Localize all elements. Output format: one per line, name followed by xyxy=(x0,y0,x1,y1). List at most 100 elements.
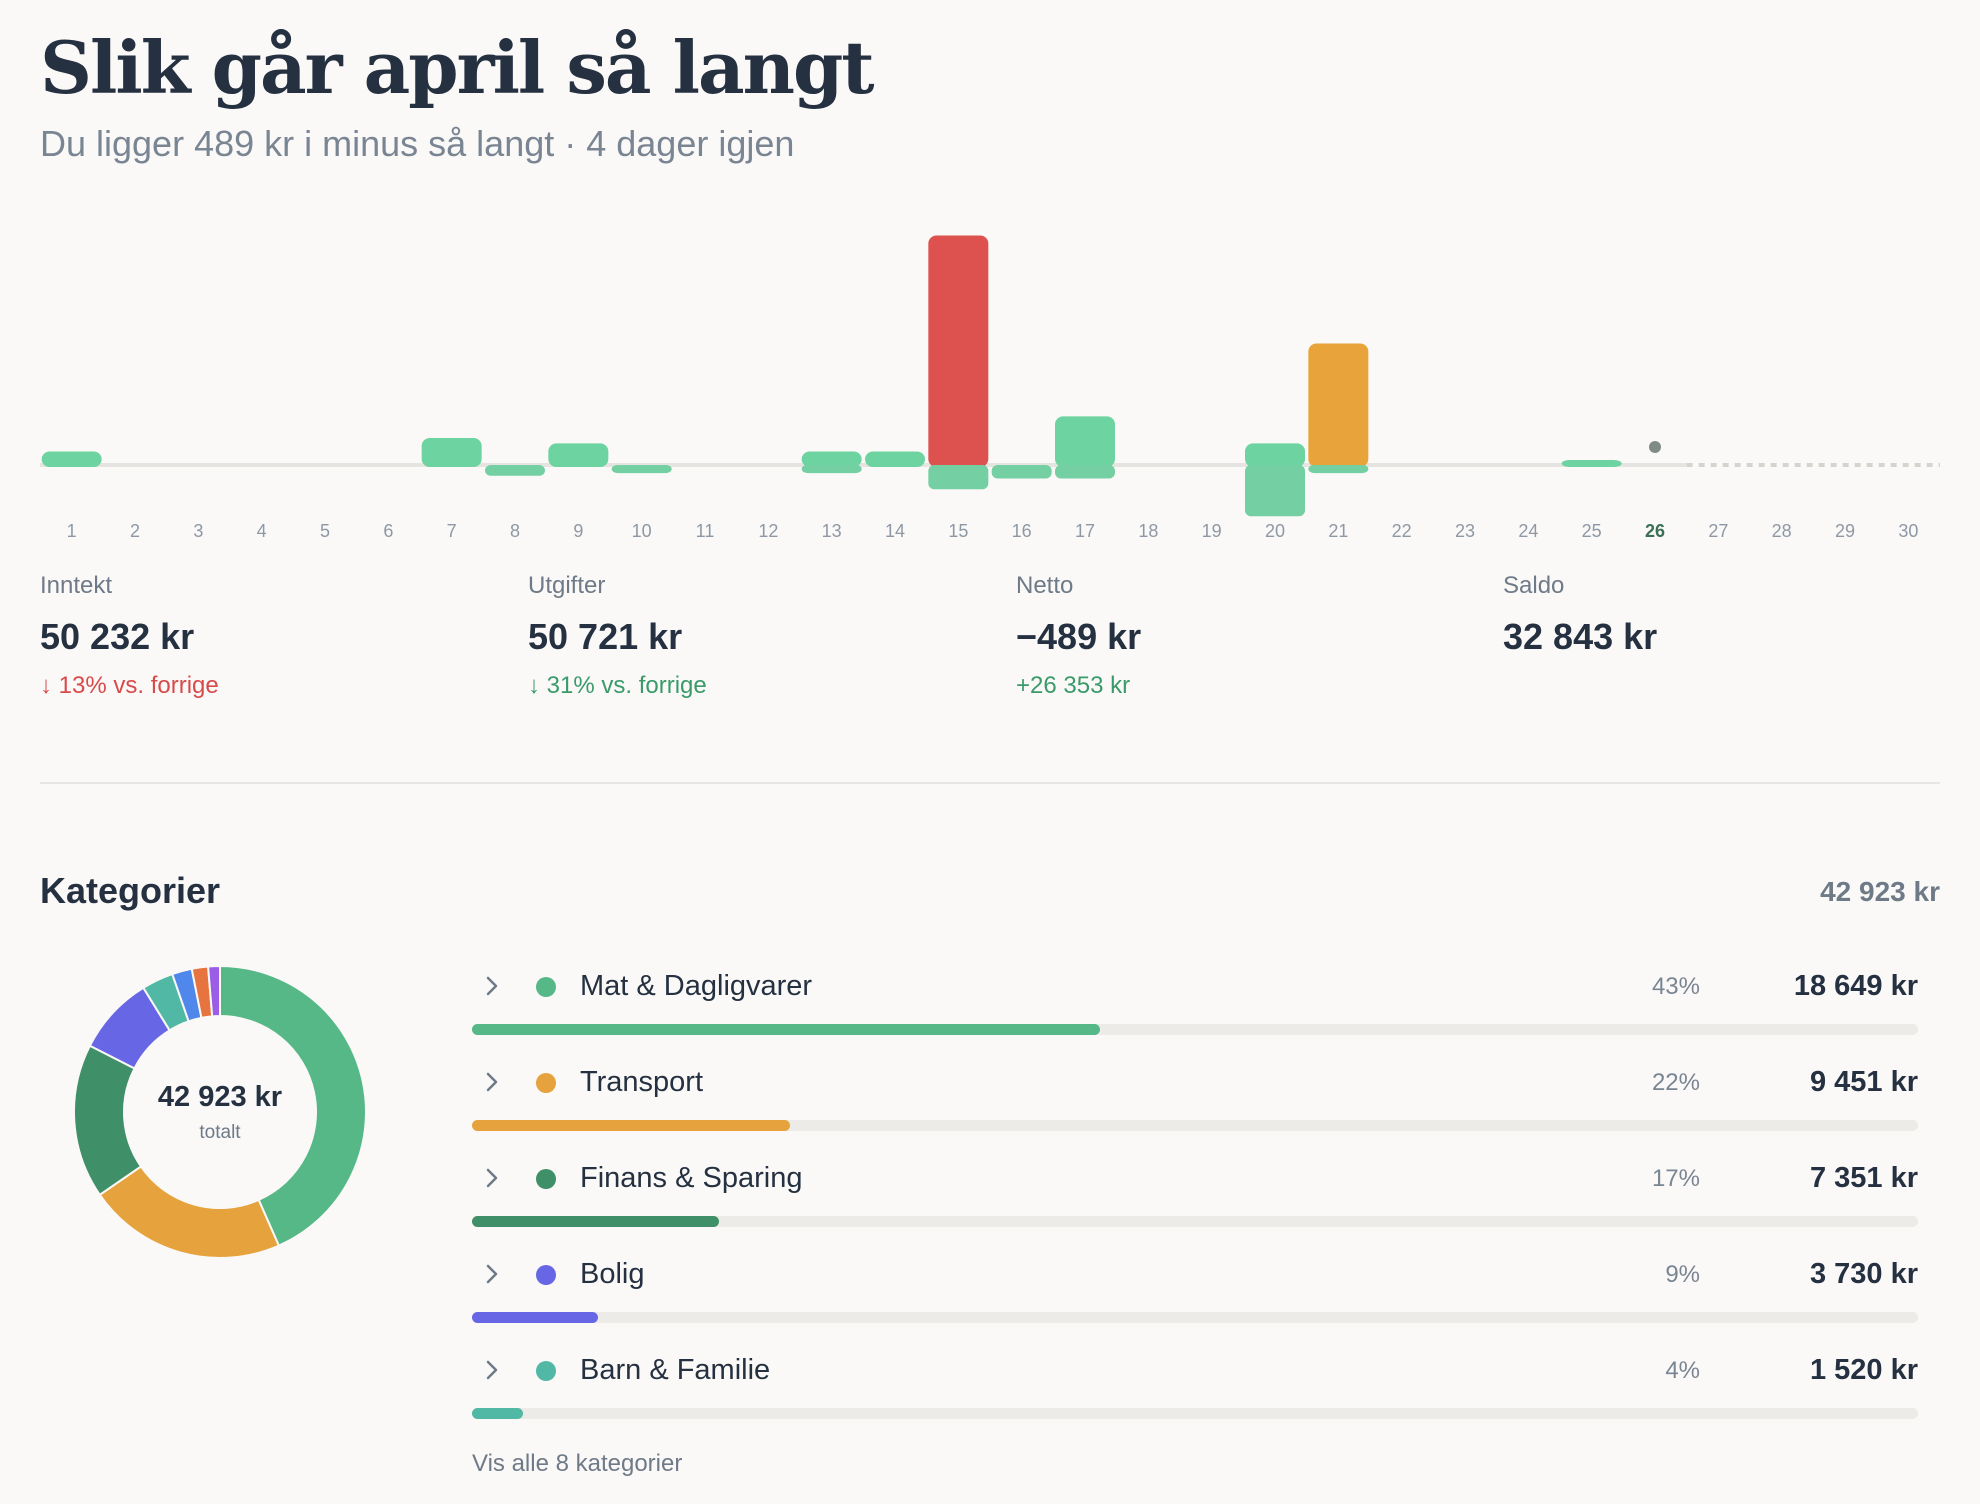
chevron-right-icon[interactable] xyxy=(480,1262,504,1286)
page-subtitle: Du ligger 489 kr i minus så langt · 4 da… xyxy=(40,123,795,164)
day-label: 29 xyxy=(1835,521,1855,541)
day-label: 1 xyxy=(67,521,77,541)
chart-bar-up xyxy=(548,443,609,467)
category-progress-fill xyxy=(472,1216,720,1227)
day-label: 10 xyxy=(632,521,652,541)
day-label: 14 xyxy=(885,521,905,541)
day-label: 2 xyxy=(130,521,140,541)
category-amount: 18 649 kr xyxy=(1793,970,1918,1002)
day-label: 11 xyxy=(696,521,715,541)
day-label: 26 xyxy=(1645,521,1665,541)
chevron-right-icon[interactable] xyxy=(480,1070,504,1094)
day-label: 19 xyxy=(1202,521,1222,541)
category-progress-fill xyxy=(472,1408,523,1419)
chart-bar-down xyxy=(485,465,545,476)
category-progress-track xyxy=(472,1408,1918,1419)
chart-bar-down xyxy=(1308,465,1369,474)
summary-stats: Inntekt 50 232 kr ↓ 13% vs. forrige Utgi… xyxy=(40,572,1940,712)
stat-value: 50 721 kr xyxy=(528,616,683,657)
category-color-dot xyxy=(536,1073,556,1093)
day-label: 22 xyxy=(1392,521,1412,541)
donut-slice xyxy=(219,964,367,1247)
daily-bar-chart: 1 2 3 4 5 6 7 8 9 10 11 12 13 14 15 16 17 18 19 20 21 22 23 24 2… xyxy=(40,235,1940,541)
category-donut-chart: 42 923 kr totalt xyxy=(73,964,367,1259)
chart-bar-down xyxy=(928,465,989,490)
stat-label: Inntekt xyxy=(40,572,113,599)
stat-value: −489 kr xyxy=(1016,616,1142,657)
chart-bar-down xyxy=(1245,465,1305,517)
today-marker-dot xyxy=(1649,441,1661,453)
day-label: 27 xyxy=(1708,521,1728,541)
category-percent: 4% xyxy=(1665,1357,1700,1384)
category-progress-track xyxy=(472,1024,1918,1035)
day-label: 5 xyxy=(320,521,330,541)
chevron-right-icon[interactable] xyxy=(480,1358,504,1382)
chart-bar-down xyxy=(611,465,672,474)
category-row[interactable]: Bolig 9% 3 730 kr xyxy=(472,1252,1918,1348)
stat-label: Utgifter xyxy=(528,572,606,599)
day-label: 18 xyxy=(1138,521,1158,541)
category-percent: 9% xyxy=(1665,1261,1700,1288)
category-row[interactable]: Mat & Dagligvarer 43% 18 649 kr xyxy=(472,964,1918,1060)
day-label: 3 xyxy=(193,521,203,541)
show-all-categories-link[interactable]: Vis alle 8 kategorier xyxy=(472,1450,683,1477)
stat-net: Netto −489 kr +26 353 kr xyxy=(1016,572,1141,700)
stat-label: Netto xyxy=(1016,572,1074,599)
category-name: Finans & Sparing xyxy=(580,1162,803,1194)
chart-bar-up xyxy=(928,235,989,467)
category-amount: 9 451 kr xyxy=(1809,1066,1918,1098)
stat-change: +26 353 kr xyxy=(1016,672,1131,699)
day-label: 30 xyxy=(1898,521,1918,541)
page-title: Slik går april så langt xyxy=(40,25,875,110)
stat-value: 32 843 kr xyxy=(1503,616,1658,657)
day-label: 4 xyxy=(257,521,267,541)
day-label: 20 xyxy=(1265,521,1285,541)
category-amount: 3 730 kr xyxy=(1809,1258,1918,1290)
day-label: 7 xyxy=(447,521,457,541)
stat-label: Saldo xyxy=(1503,572,1565,599)
category-progress-track xyxy=(472,1312,1918,1323)
donut-slice xyxy=(207,964,221,1018)
day-label: 13 xyxy=(822,521,842,541)
category-name: Bolig xyxy=(580,1258,645,1290)
chart-bar-down xyxy=(991,465,1052,479)
category-color-dot xyxy=(536,977,556,997)
category-progress-fill xyxy=(472,1312,598,1323)
donut-slice xyxy=(73,1044,143,1197)
category-amount: 7 351 kr xyxy=(1809,1162,1918,1194)
category-name: Barn & Familie xyxy=(580,1354,771,1386)
day-label: 9 xyxy=(573,521,583,541)
category-name: Transport xyxy=(580,1066,704,1098)
category-percent: 43% xyxy=(1651,973,1700,1000)
category-name: Mat & Dagligvarer xyxy=(580,970,813,1002)
category-progress-fill xyxy=(472,1120,791,1131)
day-label: 23 xyxy=(1455,521,1475,541)
chart-bar-up xyxy=(421,438,482,467)
day-label: 21 xyxy=(1328,521,1348,541)
category-color-dot xyxy=(536,1361,556,1381)
day-label: 17 xyxy=(1075,521,1095,541)
stat-balance: Saldo 32 843 kr xyxy=(1503,572,1657,658)
chart-bar-up xyxy=(865,451,925,467)
day-label: 6 xyxy=(383,521,393,541)
category-percent: 22% xyxy=(1651,1069,1700,1096)
day-label: 24 xyxy=(1518,521,1538,541)
day-label: 16 xyxy=(1012,521,1032,541)
stat-expenses: Utgifter 50 721 kr ↓ 31% vs. forrige xyxy=(528,572,707,700)
category-row[interactable]: Barn & Familie 4% 1 520 kr xyxy=(472,1348,1918,1444)
stat-value: 50 232 kr xyxy=(40,616,195,657)
chart-bar-up xyxy=(1055,416,1115,467)
donut-center-value: 42 923 kr xyxy=(158,1081,282,1113)
chart-bar-up xyxy=(1308,343,1369,467)
stat-income: Inntekt 50 232 kr ↓ 13% vs. forrige xyxy=(40,572,219,700)
chevron-right-icon[interactable] xyxy=(480,1166,504,1190)
category-row[interactable]: Finans & Sparing 17% 7 351 kr xyxy=(472,1156,1918,1252)
day-label: 12 xyxy=(758,521,778,541)
chart-bar-up xyxy=(1561,460,1622,467)
category-row[interactable]: Transport 22% 9 451 kr xyxy=(472,1060,1918,1156)
donut-center-label: totalt xyxy=(199,1122,241,1143)
chevron-right-icon[interactable] xyxy=(480,974,504,998)
category-amount: 1 520 kr xyxy=(1809,1354,1918,1386)
chart-bar-up xyxy=(1245,443,1305,467)
category-progress-track xyxy=(472,1216,1918,1227)
